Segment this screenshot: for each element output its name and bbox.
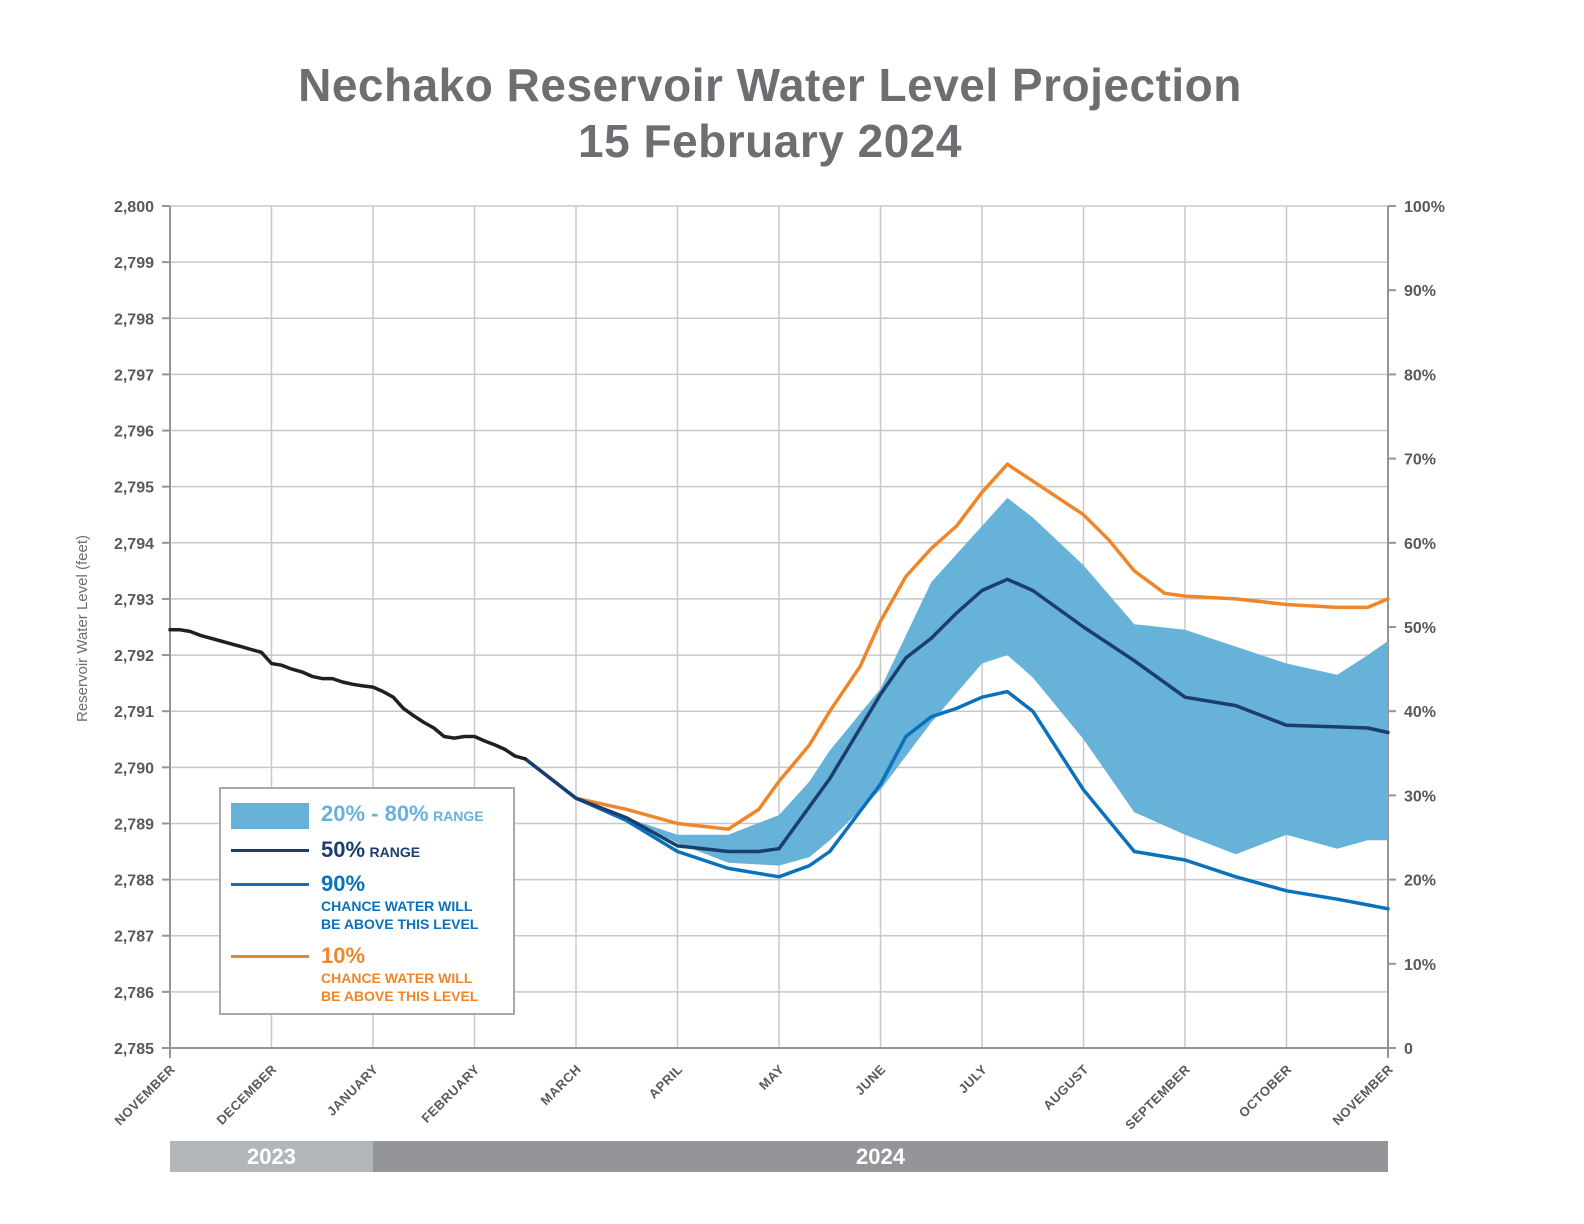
y-tick-label-right: 50% [1404,620,1436,637]
y-tick-label-left: 2,786 [114,985,154,1002]
x-tick-label-month: MAY [756,1062,787,1093]
y-tick-label-right: 40% [1404,704,1436,721]
y-tick-label-left: 2,793 [114,592,154,609]
x-tick-label-month: JANUARY [324,1062,381,1119]
x-tick-label-month: JUNE [852,1062,889,1099]
y-tick-label-left: 2,794 [114,536,154,553]
x-tick-label-month: SEPTEMBER [1122,1061,1193,1132]
y-tick-label-right: 80% [1404,367,1436,384]
y-tick-label-left: 2,791 [114,704,154,721]
x-tick-label-month: JULY [955,1062,990,1097]
x-tick-label-month: NOVEMBER [1330,1061,1397,1128]
x-axis-month-ticks: NOVEMBER DECEMBER JANUARY FEBRUARY MARCH APRI… [112,1061,1397,1132]
series-band-20-80 [525,497,1388,866]
y-tick-label-right: 60% [1404,536,1436,553]
legend-swatch-p90 [231,883,309,886]
series-line-observed [168,628,528,761]
y-axis-label: Reservoir Water Level (feet) [74,535,91,722]
y-tick-label-right: 30% [1404,788,1436,805]
y-tick-label-right: 10% [1404,957,1436,974]
x-tick-label-month: DECEMBER [214,1061,280,1127]
legend-p90-label: 90% [321,871,366,896]
series-line-p90 [523,689,1390,911]
y-axis-left-ticks: 2,800 2,799 2,798 2,797 2,796 2,795 2,794 2,793… [114,199,170,1058]
y-tick-label-left: 2,787 [114,929,154,946]
legend-p10-label: 10% [321,943,366,968]
y-tick-label-left: 2,798 [114,311,154,328]
series-line-p10 [574,462,1390,831]
y-tick-label-left: 2,785 [114,1041,154,1058]
legend: 20% - 80% RANGE 50% RANGE 90% CHANCE WAT… [219,787,515,1015]
legend-p90-sub1: CHANCE WATER WILL [321,898,473,914]
y-tick-label-left: 2,795 [114,480,154,497]
y-tick-label-left: 2,792 [114,648,154,665]
y-tick-label-left: 2,789 [114,816,154,833]
series-line-p50 [523,577,1390,854]
y-tick-label-right: 70% [1404,452,1436,469]
y-tick-label-right: 100% [1404,199,1445,216]
year-band-2023: 2023 [170,1141,373,1172]
legend-p50-suffix: RANGE [369,844,421,860]
x-tick-label-month: FEBRUARY [418,1062,482,1126]
x-tick-label-month: AUGUST [1040,1062,1092,1114]
legend-item-p90: 90% CHANCE WATER WILL BE ABOVE THIS LEVE… [321,871,478,933]
legend-item-p10: 10% CHANCE WATER WILL BE ABOVE THIS LEVE… [321,943,478,1005]
legend-p10-sub2: BE ABOVE THIS LEVEL [321,988,479,1004]
legend-swatch-p50 [231,849,309,852]
legend-p90-sub2: BE ABOVE THIS LEVEL [321,916,479,932]
y-tick-label-left: 2,796 [114,424,154,441]
axes [169,206,1389,1058]
y-tick-label-right: 20% [1404,873,1436,890]
series-group [168,462,1390,911]
chart-title: Nechako Reservoir Water Level Projection [298,59,1242,111]
legend-band-suffix: RANGE [433,808,484,824]
y-tick-label-right: 90% [1404,283,1436,300]
y-tick-label-left: 2,799 [114,255,154,272]
y-tick-label-left: 2,788 [114,873,154,890]
legend-p10-sub1: CHANCE WATER WILL [321,970,473,986]
y-axis-right-ticks: 100% 90% 80% 70% 60% 50% 40% 30% 20% 10% 0 [1388,199,1445,1058]
y-tick-label-left: 2,790 [114,760,154,777]
y-tick-label-left: 2,800 [114,199,154,216]
year-band-2024: 2024 [373,1141,1388,1172]
legend-p50-label: 50% [321,837,366,862]
x-tick-label-month: NOVEMBER [112,1061,179,1128]
x-tick-label-month: MARCH [538,1062,585,1109]
x-tick-label-month: APRIL [646,1062,686,1102]
legend-band-label: 20% - 80% [321,801,429,826]
legend-swatch-band [231,803,309,829]
legend-item-band: 20% - 80% RANGE [321,801,484,827]
chart-subtitle-date: 15 February 2024 [578,115,962,167]
x-tick-label-month: OCTOBER [1236,1061,1295,1120]
legend-swatch-p10 [231,955,309,958]
y-tick-label-right: 0 [1404,1041,1413,1058]
y-tick-label-left: 2,797 [114,367,154,384]
legend-item-p50: 50% RANGE [321,837,420,863]
